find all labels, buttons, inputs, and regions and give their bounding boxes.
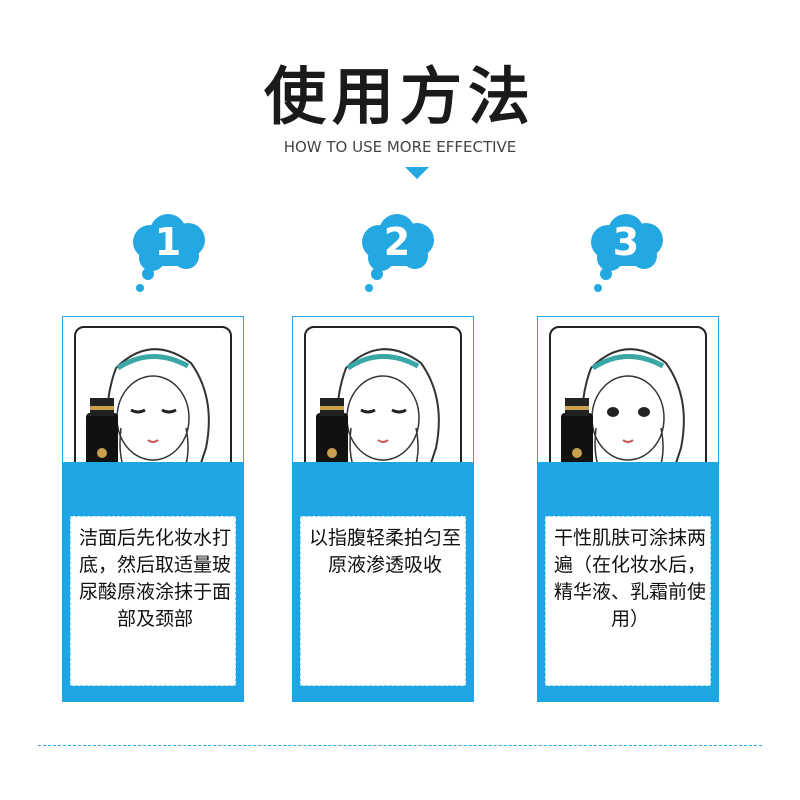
step-2-text-box: 以指腹轻柔拍匀至原液渗透吸收 — [300, 516, 466, 686]
step-3-cloud-icon: 3 — [586, 210, 676, 300]
step-2-text: 以指腹轻柔拍匀至原液渗透吸收 — [308, 527, 461, 576]
step-1-cloud-icon: 1 — [128, 210, 218, 300]
step-3-text-box: 干性肌肤可涂抹两遍（在化妆水后，精华液、乳霜前使用） — [545, 516, 711, 686]
step-2-card: 以指腹轻柔拍匀至原液渗透吸收 — [292, 316, 474, 702]
bottom-divider — [38, 745, 762, 746]
step-1-number: 1 — [154, 220, 182, 264]
step-1-text-box: 洁面后先化妆水打底，然后取适量玻尿酸原液涂抹于面部及颈部 — [70, 516, 236, 686]
page-title: 使用方法 — [263, 60, 536, 133]
page-subtitle: HOW TO USE MORE EFFECTIVE — [283, 138, 517, 156]
step-1-card: 洁面后先化妆水打底，然后取适量玻尿酸原液涂抹于面部及颈部 — [62, 316, 244, 702]
down-arrow-icon — [405, 167, 429, 179]
step-3-card: 干性肌肤可涂抹两遍（在化妆水后，精华液、乳霜前使用） — [537, 316, 719, 702]
step-3-text: 干性肌肤可涂抹两遍（在化妆水后，精华液、乳霜前使用） — [553, 527, 706, 630]
step-2-number: 2 — [383, 220, 411, 264]
step-2-cloud-icon: 2 — [357, 210, 447, 300]
step-1-text: 洁面后先化妆水打底，然后取适量玻尿酸原液涂抹于面部及颈部 — [78, 527, 231, 630]
step-3-number: 3 — [612, 220, 640, 264]
